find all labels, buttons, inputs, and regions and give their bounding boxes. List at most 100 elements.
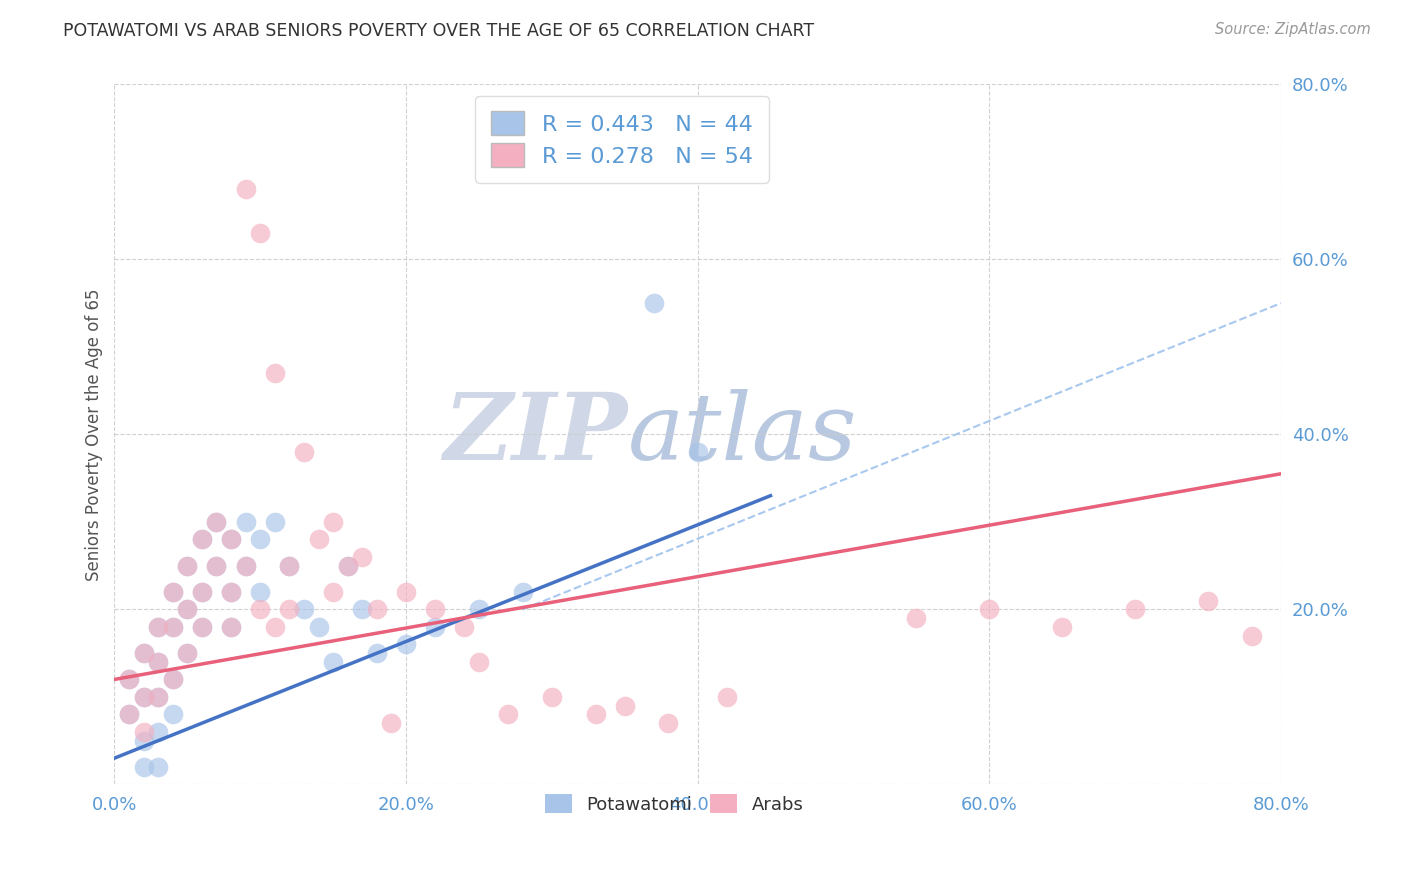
Point [496, 707, 519, 722]
Point [352, 549, 374, 564]
Point [146, 760, 169, 774]
Text: atlas: atlas [627, 390, 858, 479]
Point [395, 585, 418, 599]
Point [366, 602, 388, 616]
Point [132, 725, 155, 739]
Point [162, 620, 184, 634]
Point [249, 226, 271, 240]
Point [425, 602, 447, 616]
Point [453, 620, 475, 634]
Point [191, 533, 214, 547]
Point [146, 690, 169, 704]
Point [219, 620, 242, 634]
Point [176, 558, 198, 573]
Point [176, 646, 198, 660]
Point [643, 296, 665, 310]
Point [205, 558, 228, 573]
Point [219, 533, 242, 547]
Point [1240, 629, 1263, 643]
Point [249, 602, 271, 616]
Point [132, 733, 155, 747]
Point [322, 655, 344, 669]
Point [132, 646, 155, 660]
Point [191, 620, 214, 634]
Point [395, 637, 418, 651]
Point [278, 558, 301, 573]
Point [118, 707, 141, 722]
Point [686, 445, 709, 459]
Point [205, 558, 228, 573]
Point [308, 533, 330, 547]
Point [263, 515, 285, 529]
Point [162, 673, 184, 687]
Point [235, 182, 257, 196]
Point [336, 558, 359, 573]
Point [132, 690, 155, 704]
Point [162, 707, 184, 722]
Point [263, 620, 285, 634]
Point [366, 646, 388, 660]
Point [132, 646, 155, 660]
Point [322, 585, 344, 599]
Point [235, 558, 257, 573]
Point [205, 515, 228, 529]
Point [146, 655, 169, 669]
Point [146, 725, 169, 739]
Point [1050, 620, 1073, 634]
Point [979, 602, 1001, 616]
Point [191, 533, 214, 547]
Text: Source: ZipAtlas.com: Source: ZipAtlas.com [1215, 22, 1371, 37]
Point [905, 611, 928, 625]
Point [219, 620, 242, 634]
Point [235, 558, 257, 573]
Point [322, 515, 344, 529]
Point [176, 602, 198, 616]
Point [132, 690, 155, 704]
Point [191, 620, 214, 634]
Point [146, 620, 169, 634]
Point [425, 620, 447, 634]
Point [146, 620, 169, 634]
Point [292, 602, 315, 616]
Point [219, 585, 242, 599]
Point [191, 585, 214, 599]
Point [176, 558, 198, 573]
Point [1197, 593, 1219, 607]
Point [176, 602, 198, 616]
Point [657, 716, 679, 731]
Point [176, 646, 198, 660]
Point [118, 707, 141, 722]
Point [219, 533, 242, 547]
Y-axis label: Seniors Poverty Over the Age of 65: Seniors Poverty Over the Age of 65 [86, 288, 103, 581]
Point [540, 690, 562, 704]
Point [1123, 602, 1146, 616]
Point [118, 673, 141, 687]
Point [278, 558, 301, 573]
Point [191, 585, 214, 599]
Legend: Potawatomi, Arabs: Potawatomi, Arabs [534, 783, 814, 824]
Point [118, 673, 141, 687]
Text: POTAWATOMI VS ARAB SENIORS POVERTY OVER THE AGE OF 65 CORRELATION CHART: POTAWATOMI VS ARAB SENIORS POVERTY OVER … [63, 22, 814, 40]
Point [162, 673, 184, 687]
Point [162, 620, 184, 634]
Point [336, 558, 359, 573]
Point [249, 585, 271, 599]
Point [308, 620, 330, 634]
Point [219, 585, 242, 599]
Text: ZIP: ZIP [443, 390, 627, 479]
Point [512, 585, 534, 599]
Point [146, 655, 169, 669]
Point [205, 515, 228, 529]
Point [352, 602, 374, 616]
Point [263, 366, 285, 380]
Point [132, 760, 155, 774]
Point [585, 707, 607, 722]
Point [380, 716, 402, 731]
Point [162, 585, 184, 599]
Point [278, 602, 301, 616]
Point [235, 515, 257, 529]
Point [146, 690, 169, 704]
Point [249, 533, 271, 547]
Point [468, 602, 491, 616]
Point [613, 698, 636, 713]
